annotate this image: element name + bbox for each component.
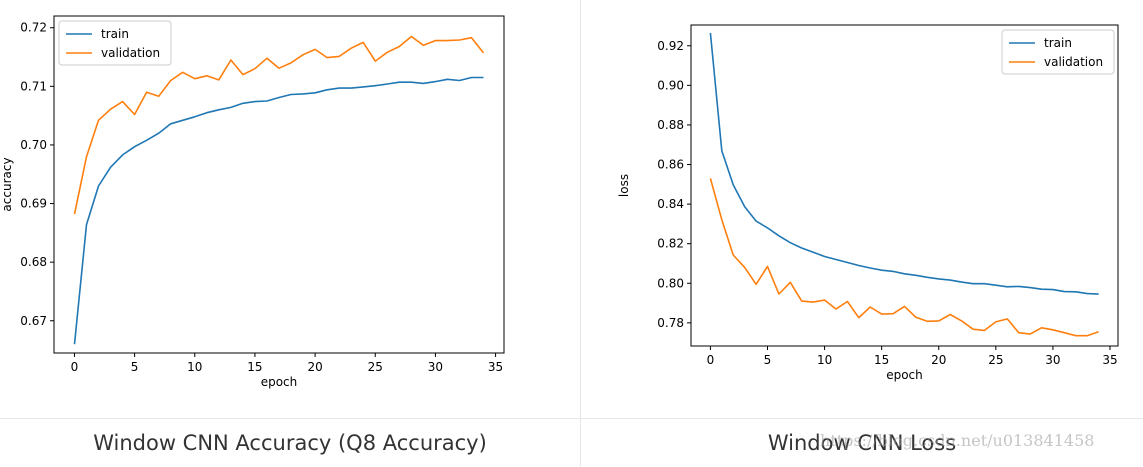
- accuracy-chart: 0 5 10 15 20 25 30 35 0.67 0.68 0.69 0.70 0.71 0.72 ep…: [0, 15, 505, 389]
- x-tick-label: 35: [1102, 353, 1117, 367]
- plot-frame: [690, 24, 1119, 347]
- y-tick-label: 0.88: [657, 118, 684, 132]
- x-axis-label: epoch: [886, 368, 923, 382]
- legend-label-train: train: [1044, 36, 1072, 50]
- y-tick-label: 0.82: [657, 237, 684, 251]
- x-tick-label: 10: [817, 353, 832, 367]
- x-tick-label: 35: [488, 360, 503, 374]
- x-tick-label: 0: [71, 360, 79, 374]
- x-tick-label: 30: [428, 360, 443, 374]
- y-tick-label: 0.72: [20, 21, 47, 35]
- x-tick-label: 30: [1045, 353, 1060, 367]
- x-tick-label: 25: [368, 360, 383, 374]
- accuracy-panel: 0 5 10 15 20 25 30 35 0.67 0.68 0.69 0.70 0.71 0.72 ep…: [0, 0, 581, 466]
- legend-box: [1001, 29, 1115, 75]
- x-tick-label: 5: [131, 360, 139, 374]
- y-tick-label: 0.71: [20, 79, 47, 93]
- y-axis-label: accuracy: [0, 157, 14, 211]
- loss-panel: 0 5 10 15 20 25 30 35 0.78 0.80 0.82 0.84 0.86 0.88 0.…: [581, 0, 1143, 466]
- series-line-train: [73, 76, 484, 345]
- y-tick-label: 0.67: [20, 314, 47, 328]
- x-tick-label: 20: [307, 360, 322, 374]
- x-tick-label: 20: [931, 353, 946, 367]
- loss-chart: 0 5 10 15 20 25 30 35 0.78 0.80 0.82 0.84 0.86 0.88 0.…: [617, 24, 1119, 382]
- y-axis-label: loss: [617, 174, 631, 197]
- series-line-validation: [73, 35, 485, 215]
- x-tick-label: 15: [247, 360, 262, 374]
- y-tick-label: 0.84: [657, 197, 684, 211]
- y-tick-label: 0.80: [657, 276, 684, 290]
- x-tick-label: 15: [874, 353, 889, 367]
- legend: train validation: [58, 20, 172, 66]
- series-line-train: [709, 32, 1099, 295]
- legend-label-train: train: [101, 27, 129, 41]
- x-tick-label: 25: [988, 353, 1003, 367]
- y-tick-label: 0.70: [20, 138, 47, 152]
- y-tick-label: 0.86: [657, 158, 684, 172]
- plot-frame: [53, 15, 505, 354]
- loss-caption: Window CNN Loss: [581, 418, 1143, 467]
- accuracy-caption: Window CNN Accuracy (Q8 Accuracy): [0, 418, 580, 467]
- legend: train validation: [1001, 29, 1115, 75]
- y-tick-label: 0.78: [657, 316, 684, 330]
- y-tick-label: 0.69: [20, 197, 47, 211]
- x-tick-label: 5: [764, 353, 772, 367]
- y-tick-label: 0.68: [20, 255, 47, 269]
- legend-label-validation: validation: [1044, 55, 1103, 69]
- legend-box: [58, 20, 172, 66]
- x-tick-label: 0: [707, 353, 715, 367]
- y-tick-label: 0.90: [657, 78, 684, 92]
- series-line-validation: [709, 178, 1099, 337]
- legend-label-validation: validation: [101, 46, 160, 60]
- x-tick-label: 10: [187, 360, 202, 374]
- x-axis-label: epoch: [261, 375, 298, 389]
- watermark: https://blog.csdn.net/u013841458: [820, 431, 1095, 450]
- y-tick-label: 0.92: [657, 39, 684, 53]
